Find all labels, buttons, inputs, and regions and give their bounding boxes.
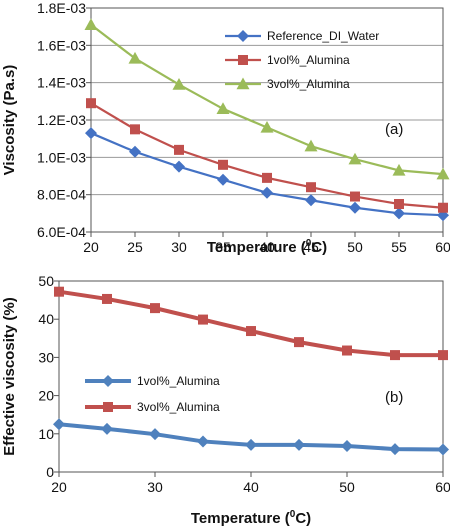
x-tick-label: 55 [391,239,407,255]
x-tick-label: 40 [259,239,275,255]
data-point [342,345,352,356]
data-point [436,167,450,180]
y-axis-label: Viscosity (Pa.s) [1,65,18,176]
data-point [128,51,142,64]
legend-marker [103,402,113,412]
legend-label: 1vol%_Alumina [267,53,350,67]
x-axis-label: Temperature (0C) [191,509,311,527]
x-tick-label: 25 [127,239,143,255]
chart-panel-b: 0 10 20 30 40 50 20 30 40 50 60 Temperature (0C) Eff… [1,273,450,527]
legend-label: Reference_DI_Water [267,29,379,43]
data-point [54,286,64,297]
data-point [218,159,228,170]
x-tick-label: 60 [435,479,450,495]
data-point [246,326,256,337]
y-tick-label: 1.8E-03 [37,0,86,16]
legend-label: 3vol%_Alumina [137,400,220,414]
y-tick-label: 1.0E-03 [37,149,86,165]
data-point [390,350,400,361]
data-point [306,182,316,193]
data-point [341,440,353,453]
x-tick-label: 50 [339,479,355,495]
data-point [392,163,406,176]
data-point [389,443,401,456]
x-tick-label: 45 [303,239,319,255]
data-point [293,438,305,451]
y-tick-label: 0 [46,464,54,480]
legend-label: 3vol%_Alumina [267,77,350,91]
y-tick-label: 30 [38,349,54,365]
legend-marker [102,375,114,387]
data-point [149,428,161,441]
data-point [350,191,360,202]
data-point [394,199,404,209]
data-point [438,202,448,213]
data-point [245,438,257,451]
data-point [129,145,141,158]
legend-marker [237,30,249,42]
data-point [217,173,229,186]
x-tick-label: 20 [83,239,99,255]
data-point [86,98,96,109]
data-point [437,443,449,456]
data-point [84,18,98,30]
data-point [102,293,112,304]
y-tick-label: 1.2E-03 [37,112,86,128]
data-point [438,350,448,361]
x-tick-label: 50 [347,239,363,255]
y-axis-label: Effective viscosity (%) [1,297,18,455]
x-tick-label: 60 [435,239,450,255]
data-point [260,120,274,133]
data-point [216,102,230,114]
data-point [197,435,209,448]
data-point [294,337,304,348]
legend-marker [236,77,250,90]
y-tick-label: 6.0E-04 [37,224,86,240]
data-point [174,144,184,155]
chart-panel-a: 6.0E-04 8.0E-04 1.0E-03 1.2E-03 1.4E-03 1.6E-… [1,0,450,256]
x-tick-label: 35 [215,239,231,255]
y-tick-label: 50 [38,273,54,289]
data-point [393,207,405,220]
data-point [305,194,317,207]
x-tick-label: 20 [51,479,67,495]
legend-label: 1vol%_Alumina [137,374,220,388]
y-tick-label: 1.4E-03 [37,75,86,91]
y-tick-label: 10 [38,426,54,442]
data-point [101,422,113,435]
legend-marker [238,55,248,65]
data-point [261,186,273,199]
x-axis-label: Temperature (0C) [207,238,327,256]
data-point [172,78,186,90]
y-tick-label: 8.0E-04 [37,187,86,203]
data-point [349,201,361,214]
data-point [53,418,65,431]
series-line-2 [58,289,443,358]
data-point [348,152,362,165]
data-point [130,124,140,135]
data-point [304,139,318,152]
y-tick-label: 40 [38,311,54,327]
data-point [198,314,208,325]
x-tick-label: 30 [171,239,187,255]
data-point [262,172,272,183]
x-tick-label: 40 [243,479,259,495]
data-point [85,127,97,140]
x-tick-label: 30 [147,479,163,495]
series-line-3 [90,23,444,176]
data-point [150,303,160,314]
panel-label: (a) [385,121,403,138]
data-point [173,160,185,173]
y-tick-label: 1.6E-03 [37,37,86,53]
panel-label: (b) [385,389,403,406]
y-tick-label: 20 [38,388,54,404]
